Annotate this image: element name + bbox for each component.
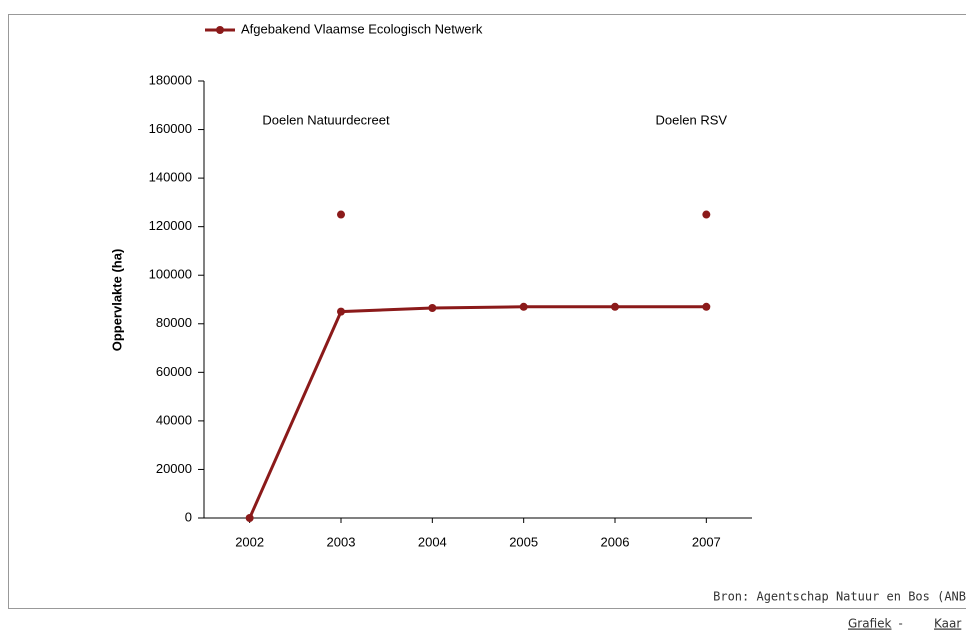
legend-marker [216, 26, 224, 34]
x-tick-label: 2003 [327, 534, 356, 549]
x-tick-label: 2007 [692, 534, 721, 549]
source-note: Bron: Agentschap Natuur en Bos (ANB [713, 590, 966, 604]
series-point [702, 302, 711, 311]
series-line [248, 305, 707, 519]
y-tick-label: 160000 [149, 121, 192, 136]
y-tick-label: 100000 [149, 267, 192, 282]
y-axis-label: Oppervlakte (ha) [109, 249, 124, 352]
target-point [702, 210, 711, 219]
y-tick-label: 60000 [156, 364, 192, 379]
target-point [337, 210, 345, 219]
y-tick-label: 40000 [156, 412, 192, 427]
y-tick-label: 80000 [156, 315, 192, 330]
y-tick-label: 120000 [149, 218, 192, 233]
series-point [428, 303, 437, 312]
target-annotation: Doelen RSV [656, 112, 728, 127]
x-tick-label: 2002 [235, 534, 264, 549]
x-tick-label: 2004 [418, 534, 447, 549]
y-tick-label: 0 [185, 509, 192, 524]
series-point [519, 302, 528, 311]
series-point [611, 302, 619, 311]
x-tick-label: 2006 [601, 534, 630, 549]
target-annotation: Doelen Natuurdecreet [262, 112, 390, 127]
y-tick-label: 180000 [149, 72, 192, 87]
y-tick-label: 140000 [149, 170, 192, 185]
series-point [245, 514, 254, 522]
chart-frame [8, 14, 966, 609]
x-tick-label: 2005 [509, 534, 538, 549]
link-grafiek[interactable]: Grafiek [848, 617, 892, 631]
series-point [337, 307, 345, 316]
link-kaart[interactable]: Kaar [934, 617, 961, 631]
legend-label: Afgebakend Vlaamse Ecologisch Netwerk [241, 21, 483, 36]
y-tick-label: 20000 [156, 461, 192, 476]
link-separator: - [897, 617, 904, 631]
